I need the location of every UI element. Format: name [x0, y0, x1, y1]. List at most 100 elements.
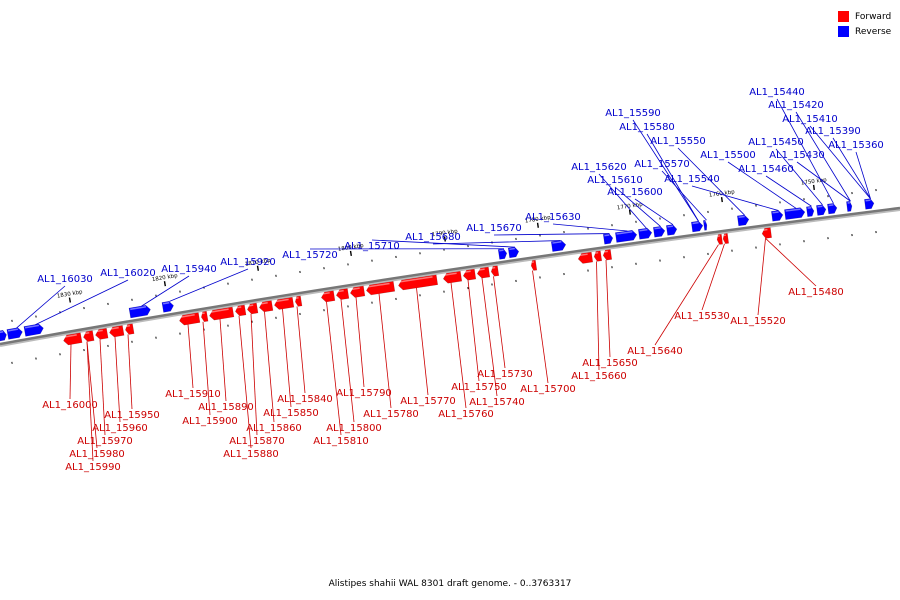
- forward-label-5: AL1_15950: [104, 410, 160, 421]
- tick-mark-top: [563, 230, 565, 234]
- reverse-gene-3-body: [128, 304, 151, 319]
- reverse-gene-20: [827, 203, 838, 215]
- tick-mark-top: [755, 204, 757, 207]
- major-tick: [443, 236, 446, 242]
- forward-gene-2: [95, 327, 109, 340]
- forward-label-3: AL1_15970: [77, 436, 133, 447]
- tick-mark-bottom: [443, 290, 445, 293]
- reverse-gene-15: [737, 214, 750, 227]
- reverse-label-8-leader: [552, 223, 628, 232]
- tick-mark-top: [83, 306, 85, 310]
- forward-label-27: AL1_15530: [674, 311, 730, 322]
- forward-label-6: AL1_15910: [165, 389, 221, 400]
- forward-gene-5: [179, 312, 201, 326]
- kbp-label: 1760 kbp: [709, 189, 736, 198]
- reverse-label-18: AL1_15460: [738, 164, 794, 175]
- kbp-label: 1770 kbp: [617, 202, 644, 212]
- kbp-label: 1820 kbp: [152, 273, 179, 283]
- tick-mark-top: [155, 294, 157, 297]
- reverse-gene-10: [637, 227, 653, 240]
- reverse-label-6-leader: [432, 240, 561, 245]
- forward-label-26-leader: [654, 244, 719, 346]
- forward-label-12: AL1_15850: [263, 408, 319, 419]
- forward-label-9: AL1_15880: [223, 449, 279, 460]
- forward-gene-4-body: [125, 323, 135, 335]
- reverse-label-19-leader: [775, 148, 823, 206]
- forward-gene-10: [259, 300, 274, 313]
- forward-label-5-leader: [127, 334, 133, 410]
- forward-label-22: AL1_15730: [477, 369, 533, 380]
- reverse-gene-13: [691, 220, 704, 233]
- forward-gene-20-shine: [477, 268, 485, 271]
- reverse-gene-11-shine: [654, 227, 661, 230]
- forward-label-14: AL1_15810: [313, 436, 369, 447]
- forward-label-21-leader: [481, 277, 498, 397]
- reverse-gene-13-shine: [692, 221, 699, 225]
- forward-gene-25-body: [602, 249, 613, 261]
- reverse-gene-6-shine: [509, 247, 515, 251]
- reverse-gene-16-shine: [772, 211, 779, 214]
- reverse-gene-17: [784, 207, 806, 220]
- reverse-gene-12-shine: [667, 225, 674, 228]
- forward-label-28-leader: [757, 238, 766, 316]
- tick-mark-top: [851, 192, 853, 195]
- forward-gene-10-body: [259, 300, 274, 313]
- reverse-label-16-leader: [691, 185, 779, 211]
- forward-label-12-leader: [282, 308, 292, 408]
- reverse-gene-18: [806, 205, 815, 218]
- reverse-gene-11-body: [652, 226, 666, 238]
- forward-gene-16: [366, 281, 396, 296]
- reverse-label-5: AL1_15710: [344, 241, 400, 252]
- reverse-gene-15-shine: [738, 215, 745, 219]
- reverse-swatch: [838, 26, 849, 37]
- tick-mark-bottom: [875, 230, 877, 234]
- forward-gene-2-body: [95, 327, 109, 340]
- reverse-label-16: AL1_15540: [664, 174, 720, 185]
- forward-label-15-leader: [340, 299, 355, 423]
- tick-mark-top: [539, 234, 541, 237]
- forward-label-15: AL1_15800: [326, 423, 382, 434]
- forward-label-1-leader: [86, 341, 94, 462]
- forward-gene-9-body: [247, 302, 259, 315]
- tick-mark-bottom: [323, 309, 325, 312]
- tick-mark-bottom: [59, 353, 61, 356]
- reverse-label-10-leader: [614, 186, 661, 227]
- forward-gene-16-shine: [366, 282, 390, 288]
- reverse-label-21: AL1_15430: [769, 150, 825, 161]
- reverse-label-25-leader: [855, 151, 871, 199]
- reverse-label-24: AL1_15390: [805, 126, 861, 137]
- forward-gene-1-body: [83, 330, 95, 342]
- reverse-label-1-leader: [35, 279, 129, 325]
- tick-mark-top: [347, 263, 349, 266]
- reverse-gene-9: [615, 229, 638, 243]
- forward-label-8-leader: [219, 318, 227, 402]
- forward-gene-4: [125, 323, 135, 335]
- tick-mark-top: [803, 198, 805, 201]
- forward-label-2: AL1_15980: [69, 449, 125, 460]
- forward-gene-21-body: [490, 265, 500, 277]
- tick-mark-bottom: [299, 312, 301, 316]
- forward-label-28: AL1_15520: [730, 316, 786, 327]
- forward-gene-22: [530, 259, 538, 271]
- reverse-gene-14: [702, 219, 708, 231]
- reverse-gene-9-body: [615, 229, 638, 243]
- forward-gene-22-body: [530, 259, 538, 271]
- kbp-label: 1810 kbp: [245, 258, 272, 268]
- major-tick: [720, 197, 723, 203]
- forward-gene-14-body: [335, 288, 350, 300]
- reverse-label-20: AL1_15440: [749, 87, 805, 98]
- forward-gene-17: [398, 274, 439, 291]
- forward-swatch: [838, 11, 849, 22]
- reverse-gene-4: [161, 301, 174, 313]
- reverse-gene-5: [497, 248, 508, 260]
- reverse-label-14: AL1_15570: [634, 159, 690, 170]
- reverse-label-9-leader: [598, 173, 647, 229]
- tick-mark-top: [683, 214, 685, 217]
- legend: Forward Reverse: [838, 9, 898, 39]
- reverse-gene-21: [846, 200, 853, 212]
- reverse-gene-10-shine: [639, 228, 648, 232]
- forward-label-8: AL1_15890: [198, 402, 254, 413]
- reverse-gene-9-shine: [616, 230, 633, 235]
- forward-gene-26-body: [716, 233, 723, 245]
- tick-mark-top: [251, 278, 253, 281]
